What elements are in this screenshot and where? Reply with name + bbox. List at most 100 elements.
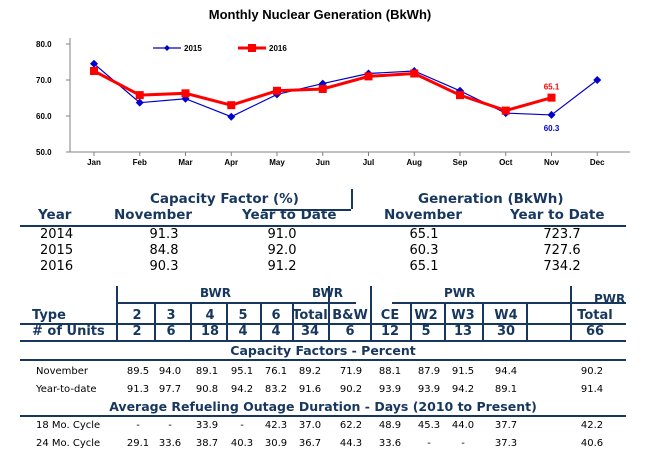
type-header-cell: Total: [577, 308, 613, 323]
row-label: 24 Mo. Cycle: [36, 438, 101, 449]
grid-line: [570, 286, 572, 340]
legend-marker-2016: [248, 44, 256, 52]
data-point-2015: [593, 76, 602, 84]
table-cell: 76.1: [264, 366, 288, 377]
table-cell: 92.0: [267, 243, 297, 258]
type-header-cell: Total: [292, 308, 328, 323]
header-underline: [262, 209, 351, 211]
type-header-cell: W4: [494, 308, 518, 323]
table-cell: 38.7: [195, 438, 219, 449]
table-cell: 37.3: [494, 438, 518, 449]
line-chart: Monthly Nuclear Generation (BkWh) 50.0 60…: [36, 7, 630, 167]
grid-line: [20, 359, 626, 361]
grid-line: [116, 286, 118, 340]
units-cell: 34: [300, 324, 320, 339]
table-cell: 90.3: [149, 259, 179, 274]
table-cell: 93.9: [417, 384, 441, 395]
grid-line: [482, 302, 484, 340]
row-label: November: [36, 366, 89, 377]
table-cell: 84.8: [149, 243, 179, 258]
x-tick-label: Feb: [133, 158, 147, 167]
table-cell: 97.7: [158, 384, 182, 395]
row-label: 18 Mo. Cycle: [36, 420, 101, 431]
data-point-2016: [227, 101, 236, 110]
table-cell: 93.9: [378, 384, 402, 395]
generation-group-header: Generation (BkWh): [418, 191, 564, 207]
table-cell: 89.2: [298, 366, 322, 377]
col-header-gen-november: November: [384, 207, 463, 223]
grid-line: [392, 302, 626, 304]
data-point-2016: [90, 67, 98, 75]
grid-line: [20, 323, 626, 325]
group-header-bwr-total: BWR: [312, 286, 343, 300]
capacity-factor-group-header: Capacity Factor (%): [150, 191, 299, 207]
row-label: Year-to-date: [36, 384, 97, 395]
table-cell: 40.3: [230, 438, 254, 449]
grid-line: [260, 302, 262, 340]
table-cell: 734.2: [543, 259, 581, 274]
units-cell: 12: [380, 324, 400, 339]
grid-line: [20, 340, 626, 342]
table-cell: 33.6: [158, 438, 182, 449]
type-header-cell: 5: [238, 308, 248, 323]
grid-line: [410, 302, 412, 340]
table-cell: -: [461, 438, 465, 449]
table-cell: -: [427, 438, 431, 449]
grid-line: [116, 302, 356, 304]
data-point-2016: [456, 91, 464, 100]
table-cell: 94.4: [494, 366, 518, 377]
type-header-cell: 6: [271, 308, 281, 323]
grid-line: [526, 302, 528, 340]
y-tick-label: 60.0: [36, 112, 52, 121]
grid-line: [154, 302, 156, 340]
x-tick-label: Nov: [544, 158, 560, 167]
table-cell: 29.1: [126, 438, 150, 449]
table-cell: 45.3: [417, 420, 441, 431]
table-cell: -: [168, 420, 172, 431]
table-cell: 89.5: [126, 366, 150, 377]
data-point-2016: [318, 85, 327, 93]
data-point-2016: [273, 86, 281, 95]
data-point-2016: [501, 106, 510, 115]
units-cell: 66: [585, 324, 605, 339]
table-cell: 91.4: [580, 384, 604, 395]
data-point-2016: [410, 69, 419, 78]
table-cell: 94.2: [451, 384, 475, 395]
y-tick-label: 50.0: [36, 148, 52, 157]
series-line-2015: [93, 63, 598, 118]
units-cell: 6: [166, 324, 176, 339]
units-cell: 4: [238, 324, 248, 339]
y-tick-label: 80.0: [36, 40, 52, 49]
x-tick-label: May: [269, 158, 285, 167]
x-tick-label: Oct: [499, 158, 513, 167]
x-tick-label: Mar: [178, 158, 192, 167]
grid-line: [444, 302, 446, 340]
table-cell: 89.1: [494, 384, 518, 395]
grid-line: [20, 415, 626, 417]
table-cell: -: [136, 420, 140, 431]
x-tick-label: Aug: [406, 158, 422, 167]
table-cell: 65.1: [409, 259, 439, 274]
table-cell: 91.5: [451, 366, 475, 377]
chart-title: Monthly Nuclear Generation (BkWh): [209, 7, 431, 22]
data-point-2016: [547, 93, 556, 102]
col-header-gen-ytd: Year to Date: [510, 207, 605, 223]
units-cell: 5: [421, 324, 431, 339]
table-cell: 91.2: [267, 259, 297, 274]
table-cell: 89.1: [195, 366, 219, 377]
legend-marker-2015: [164, 45, 170, 51]
data-point-2015: [135, 98, 144, 107]
grid-line: [370, 286, 372, 340]
x-tick-label: Jun: [316, 158, 330, 167]
table-cell: 83.2: [264, 384, 288, 395]
row-year: 2015: [40, 243, 74, 258]
units-cell: 18: [200, 324, 220, 339]
col-header-cf-ytd: Year to Date: [242, 207, 337, 223]
x-tick-label: Sep: [453, 158, 468, 167]
x-tick-label: Dec: [590, 158, 605, 167]
capacity-generation-table: Capacity Factor (%) Generation (BkWh) Ye…: [20, 187, 628, 282]
table-cell: 30.9: [264, 438, 288, 449]
table-cell: 94.0: [158, 366, 182, 377]
table-cell: 90.2: [580, 366, 604, 377]
y-tick-label: 70.0: [36, 76, 52, 85]
